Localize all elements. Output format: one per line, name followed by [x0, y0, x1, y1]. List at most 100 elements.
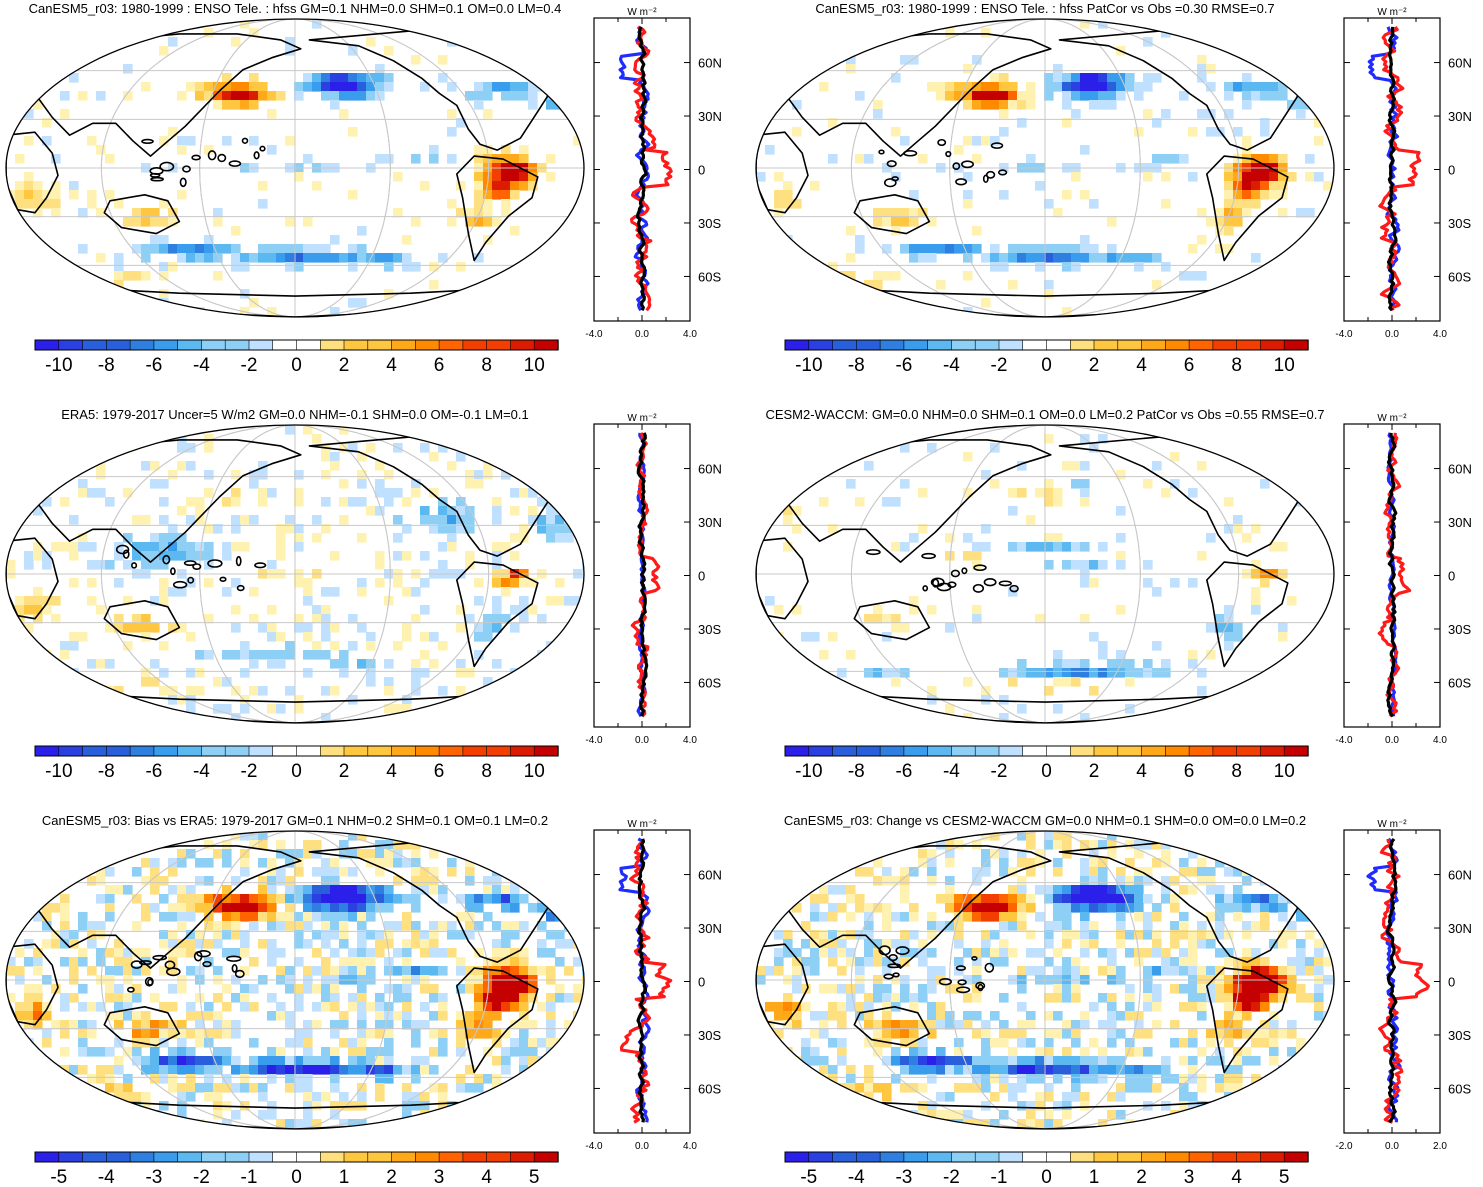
y-tick-label: 30S: [698, 622, 721, 637]
y-tick-label: 30S: [1448, 1028, 1471, 1043]
colorbar-tick-label: 2: [1136, 1167, 1147, 1187]
colorbar-swatch: [201, 745, 226, 757]
colorbar-frame: [34, 745, 559, 757]
colorbar-swatch: [784, 339, 810, 351]
coastline-asia: [775, 845, 1052, 969]
colorbar-swatch: [974, 745, 1000, 757]
colorbar: -10 -8 -6 -4 -2 0 2 4 6 8 10: [784, 745, 1309, 782]
colorbar-tick-label: 5: [529, 1167, 540, 1187]
island: [182, 165, 191, 173]
island: [985, 170, 996, 179]
map-border: [755, 18, 1335, 318]
island: [952, 162, 961, 170]
colorbar-swatch: [106, 1151, 131, 1163]
island: [159, 161, 175, 172]
colorbar-frame: [34, 1151, 559, 1163]
colorbar-swatch: [879, 745, 905, 757]
colorbar-tick-label: -10: [45, 355, 72, 376]
colorbar-swatch: [784, 1151, 810, 1163]
colorbar-tick-label: 6: [1184, 761, 1195, 782]
colorbar-tick-label: -2: [991, 761, 1008, 782]
island: [162, 554, 171, 565]
zonal-mean-units: W m⁻²: [627, 819, 657, 830]
y-tick-label: 60N: [1448, 56, 1472, 71]
island: [231, 964, 238, 973]
colorbar-tick-label: 3: [1184, 1167, 1195, 1187]
zonal-total-line: [1386, 432, 1398, 718]
island: [895, 946, 910, 956]
zonal-mean-units: W m⁻²: [1377, 413, 1407, 424]
panel-1: CanESM5_r03: 1980-1999 : ENSO Tele. : hf…: [5, 1, 722, 376]
colorbar-swatch: [1260, 745, 1286, 757]
colorbar-tick-label: 0: [1041, 355, 1052, 376]
meridian-line: [850, 19, 1240, 317]
colorbar-swatch: [855, 745, 881, 757]
island: [955, 986, 971, 994]
island: [141, 138, 154, 145]
colorbar-swatch: [1141, 1151, 1167, 1163]
x-tick-label: 4.0: [1433, 735, 1447, 746]
island: [878, 149, 885, 155]
colorbar-tick-label: 6: [434, 355, 445, 376]
colorbar-tick-label: -4: [943, 355, 960, 376]
colorbar-swatch: [879, 1151, 905, 1163]
island: [226, 955, 242, 962]
colorbar-swatch: [1236, 1151, 1262, 1163]
colorbar-frame: [784, 339, 1309, 351]
colorbar-tick-label: -3: [895, 1167, 912, 1187]
colorbar-tick-label: 2: [1089, 761, 1100, 782]
island: [883, 973, 894, 980]
island: [183, 560, 197, 566]
island: [219, 576, 227, 582]
colorbar-swatch: [153, 339, 179, 351]
zonal-total-line: [636, 432, 649, 717]
colorbar-swatch: [224, 745, 250, 757]
colorbar-tick-label: -1: [241, 1167, 258, 1187]
graticule: [6, 425, 584, 723]
y-tick-label: 0: [1448, 975, 1455, 990]
island: [235, 555, 242, 567]
colorbar-tick-label: -2: [193, 1167, 210, 1187]
x-tick-label: -4.0: [585, 329, 603, 340]
zonal-mean-units: W m⁻²: [1377, 819, 1407, 830]
colorbar-swatch: [415, 1151, 440, 1163]
y-tick-label: 0: [698, 569, 705, 584]
x-tick-label: 4.0: [683, 1141, 697, 1152]
island: [922, 585, 929, 592]
colorbar-tick-label: 4: [1231, 1167, 1242, 1187]
x-tick-label: 0.0: [1385, 735, 1399, 746]
coastline-samerica: [1206, 155, 1289, 262]
colorbar-swatch: [510, 339, 536, 351]
island: [931, 578, 940, 588]
colorbar-swatch: [1283, 1151, 1309, 1163]
colorbar-tick-label: 10: [524, 761, 545, 782]
colorbar: -10 -8 -6 -4 -2 0 2 4 6 8 10: [34, 745, 559, 782]
colorbar-swatch: [1236, 339, 1262, 351]
map-border: [5, 18, 585, 318]
colorbar-swatch: [1070, 339, 1095, 351]
colorbar-swatch: [153, 1151, 179, 1163]
island: [971, 956, 978, 961]
zonal-mean-panel: W m⁻² -4.0 0.0 4.0 60N 30N 0 30S 60S: [585, 819, 721, 1152]
island: [984, 962, 995, 973]
colorbar-swatch: [903, 339, 929, 351]
colorbar-swatch: [855, 1151, 881, 1163]
colorbar-swatch: [319, 1151, 345, 1163]
map-border: [5, 830, 585, 1130]
y-tick-label: 60N: [698, 462, 722, 477]
colorbar-swatch: [974, 1151, 1000, 1163]
colorbar-swatch: [1117, 745, 1143, 757]
map-border: [5, 424, 585, 724]
island: [253, 151, 260, 160]
coastline-asia: [775, 33, 1052, 157]
x-tick-label: 0.0: [635, 329, 649, 340]
colorbar-swatch: [296, 1151, 322, 1163]
meridian-line: [100, 831, 490, 1129]
island: [127, 986, 135, 993]
colorbar-swatch: [1022, 339, 1048, 351]
colorbar-swatch: [367, 1151, 393, 1163]
panel-2: CanESM5_r03: 1980-1999 : ENSO Tele. : hf…: [755, 1, 1472, 376]
colorbar-tick-label: -4: [943, 761, 960, 782]
zonal-land-line: [1378, 838, 1431, 1124]
